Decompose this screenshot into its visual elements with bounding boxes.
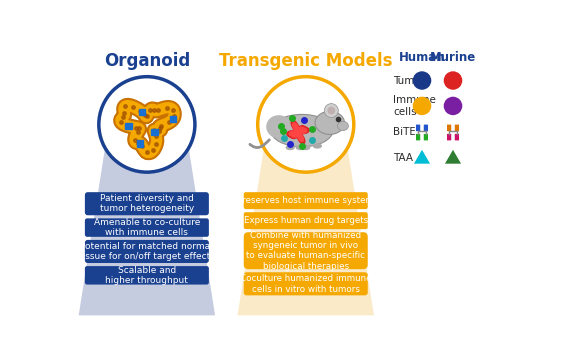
FancyBboxPatch shape [85, 219, 209, 237]
Text: Transgenic Models: Transgenic Models [219, 52, 393, 70]
Bar [169, 116, 176, 122]
Text: Coculture humanized immune
cells in vitro with tumors: Coculture humanized immune cells in vitr… [240, 274, 372, 294]
Circle shape [258, 77, 354, 172]
Ellipse shape [266, 115, 291, 138]
FancyBboxPatch shape [85, 240, 209, 263]
FancyBboxPatch shape [85, 192, 209, 215]
Text: Patient diversity and
tumor heterogeneity: Patient diversity and tumor heterogeneit… [100, 194, 194, 213]
Ellipse shape [315, 111, 345, 134]
FancyBboxPatch shape [423, 124, 428, 132]
Bar [137, 140, 144, 147]
Circle shape [328, 107, 335, 114]
Text: Organoid: Organoid [104, 52, 190, 70]
Text: Amenable to co-culture
with immune cells: Amenable to co-culture with immune cells [94, 218, 200, 237]
Ellipse shape [338, 121, 348, 131]
FancyBboxPatch shape [244, 272, 368, 295]
FancyBboxPatch shape [415, 124, 421, 132]
FancyBboxPatch shape [85, 266, 209, 285]
Circle shape [413, 71, 431, 90]
FancyBboxPatch shape [415, 133, 421, 141]
Polygon shape [237, 138, 374, 315]
Bar [151, 129, 158, 135]
Text: Preserves host immune system: Preserves host immune system [237, 196, 374, 205]
FancyBboxPatch shape [244, 212, 368, 229]
Text: BiTE: BiTE [393, 127, 416, 137]
FancyBboxPatch shape [454, 124, 459, 132]
FancyBboxPatch shape [423, 133, 428, 141]
Circle shape [99, 77, 195, 172]
FancyBboxPatch shape [447, 133, 452, 141]
Text: Human: Human [398, 51, 445, 64]
FancyBboxPatch shape [454, 133, 459, 141]
Text: Potential for matched normal
tissue for on/off target effects: Potential for matched normal tissue for … [79, 242, 215, 261]
Ellipse shape [313, 143, 322, 149]
Circle shape [413, 97, 431, 115]
Circle shape [324, 103, 338, 118]
Text: Scalable and
higher throughput: Scalable and higher throughput [105, 266, 188, 285]
Ellipse shape [296, 145, 305, 150]
Circle shape [444, 71, 462, 90]
Ellipse shape [285, 145, 295, 150]
Text: Murine: Murine [430, 51, 476, 64]
FancyBboxPatch shape [244, 192, 368, 209]
Text: Immune
cells: Immune cells [393, 95, 436, 117]
Polygon shape [287, 121, 309, 144]
Text: Express human drug targets: Express human drug targets [244, 216, 368, 225]
Circle shape [444, 97, 462, 115]
Bar [139, 109, 145, 115]
Ellipse shape [271, 114, 333, 147]
Polygon shape [289, 123, 307, 142]
Text: Tumor: Tumor [393, 76, 425, 86]
Bar [125, 123, 132, 129]
FancyBboxPatch shape [447, 124, 452, 132]
Text: Combine with humanized
syngeneic tumor in vivo
to evaluate human-specific
biolog: Combine with humanized syngeneic tumor i… [246, 231, 365, 271]
FancyBboxPatch shape [244, 232, 368, 269]
Polygon shape [79, 138, 215, 315]
Ellipse shape [301, 145, 311, 150]
Text: TAA: TAA [393, 152, 413, 163]
